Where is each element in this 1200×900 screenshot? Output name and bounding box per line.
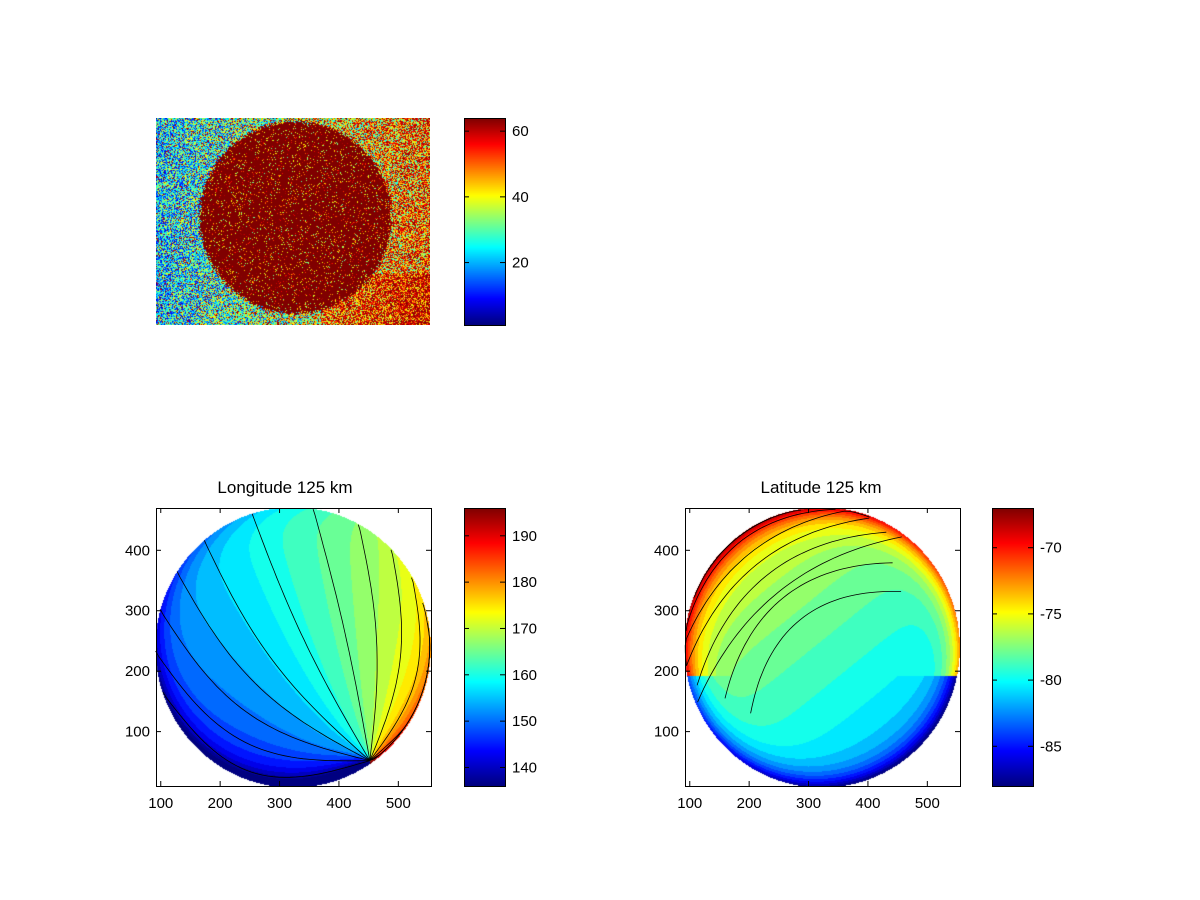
- y-tick-label: 400: [125, 542, 150, 559]
- noise-colorbar: [464, 118, 505, 325]
- contour-line: [697, 536, 902, 703]
- latitude-field-image: [685, 508, 960, 786]
- contour-line: [357, 524, 378, 761]
- y-tick-label: 100: [125, 724, 150, 741]
- contour-line: [203, 540, 371, 761]
- colorbar-tick-label: 160: [512, 667, 537, 684]
- longitude-contour-lines: [155, 508, 431, 778]
- longitude-axes-ticks: 100 200 300 400 500 100 200 300 400: [125, 508, 431, 812]
- contour-line: [176, 571, 370, 761]
- colorbar-tick-label: -70: [1040, 540, 1062, 557]
- x-tick-label: 300: [796, 795, 821, 812]
- colorbar-tick-label: -75: [1040, 606, 1062, 623]
- latitude-title: Latitude 125 km: [761, 478, 882, 497]
- longitude-axes-frame: [156, 508, 432, 787]
- longitude-colorbar-frame: [464, 508, 506, 787]
- contour-line: [155, 650, 370, 762]
- colorbar-tick-label: 40: [512, 189, 529, 206]
- contour-line: [162, 691, 370, 778]
- longitude-title: Longitude 125 km: [217, 478, 352, 497]
- colorbar-tick-label: 140: [512, 759, 537, 776]
- colorbar-tick-label: 180: [512, 574, 537, 591]
- y-tick-label: 400: [654, 542, 679, 559]
- contour-line: [369, 549, 403, 761]
- x-tick-label: 200: [737, 795, 762, 812]
- contour-line: [251, 513, 371, 761]
- contour-line: [693, 509, 801, 598]
- colorbar-tick-label: 170: [512, 620, 537, 637]
- longitude-colorbar-ticks: 140 150 160 170 180 190: [464, 528, 537, 776]
- contour-line: [312, 508, 371, 761]
- latitude-axes-frame: [685, 508, 961, 787]
- y-tick-label: 300: [654, 603, 679, 620]
- colorbar-tick-label: -80: [1040, 672, 1062, 689]
- colorbar-tick-label: 190: [512, 528, 537, 545]
- contour-line: [369, 623, 431, 761]
- contour-line: [750, 591, 902, 714]
- contour-line: [369, 577, 421, 761]
- y-tick-label: 300: [125, 603, 150, 620]
- longitude-colorbar-gradient: [464, 508, 505, 786]
- contour-line: [369, 639, 431, 761]
- latitude-colorbar-frame: [992, 508, 1034, 787]
- colorbar-tick-label: 60: [512, 123, 529, 140]
- noise-colorbar-frame: [464, 118, 506, 326]
- contour-line: [724, 562, 893, 699]
- x-tick-label: 400: [326, 795, 351, 812]
- latitude-colorbar-gradient: [992, 508, 1033, 786]
- x-tick-label: 100: [677, 795, 702, 812]
- noise-colorbar-ticks: 20 40 60: [464, 123, 529, 272]
- colorbar-tick-label: -85: [1040, 738, 1062, 755]
- latitude-contour-lines: [684, 508, 902, 714]
- x-tick-label: 500: [915, 795, 940, 812]
- contour-line: [707, 517, 772, 571]
- latitude-colorbar-ticks: -85 -80 -75 -70: [992, 540, 1062, 755]
- x-tick-label: 200: [208, 795, 233, 812]
- x-tick-label: 400: [855, 795, 880, 812]
- colorbar-tick-label: 150: [512, 713, 537, 730]
- contour-line: [696, 531, 887, 686]
- x-tick-label: 500: [386, 795, 411, 812]
- colorbar-tick-label: 20: [512, 255, 529, 272]
- noise-image-plot: [156, 118, 430, 325]
- contour-line: [684, 510, 870, 666]
- contour-line: [369, 602, 431, 761]
- x-tick-label: 100: [148, 795, 173, 812]
- y-tick-label: 200: [654, 663, 679, 680]
- x-tick-label: 300: [267, 795, 292, 812]
- y-tick-label: 100: [654, 724, 679, 741]
- latitude-axes-ticks: 100 200 300 400 500 100 200 300 400: [654, 508, 960, 812]
- contour-line: [685, 508, 836, 632]
- contour-line: [160, 609, 370, 761]
- y-tick-label: 200: [125, 663, 150, 680]
- contour-line: [686, 517, 870, 667]
